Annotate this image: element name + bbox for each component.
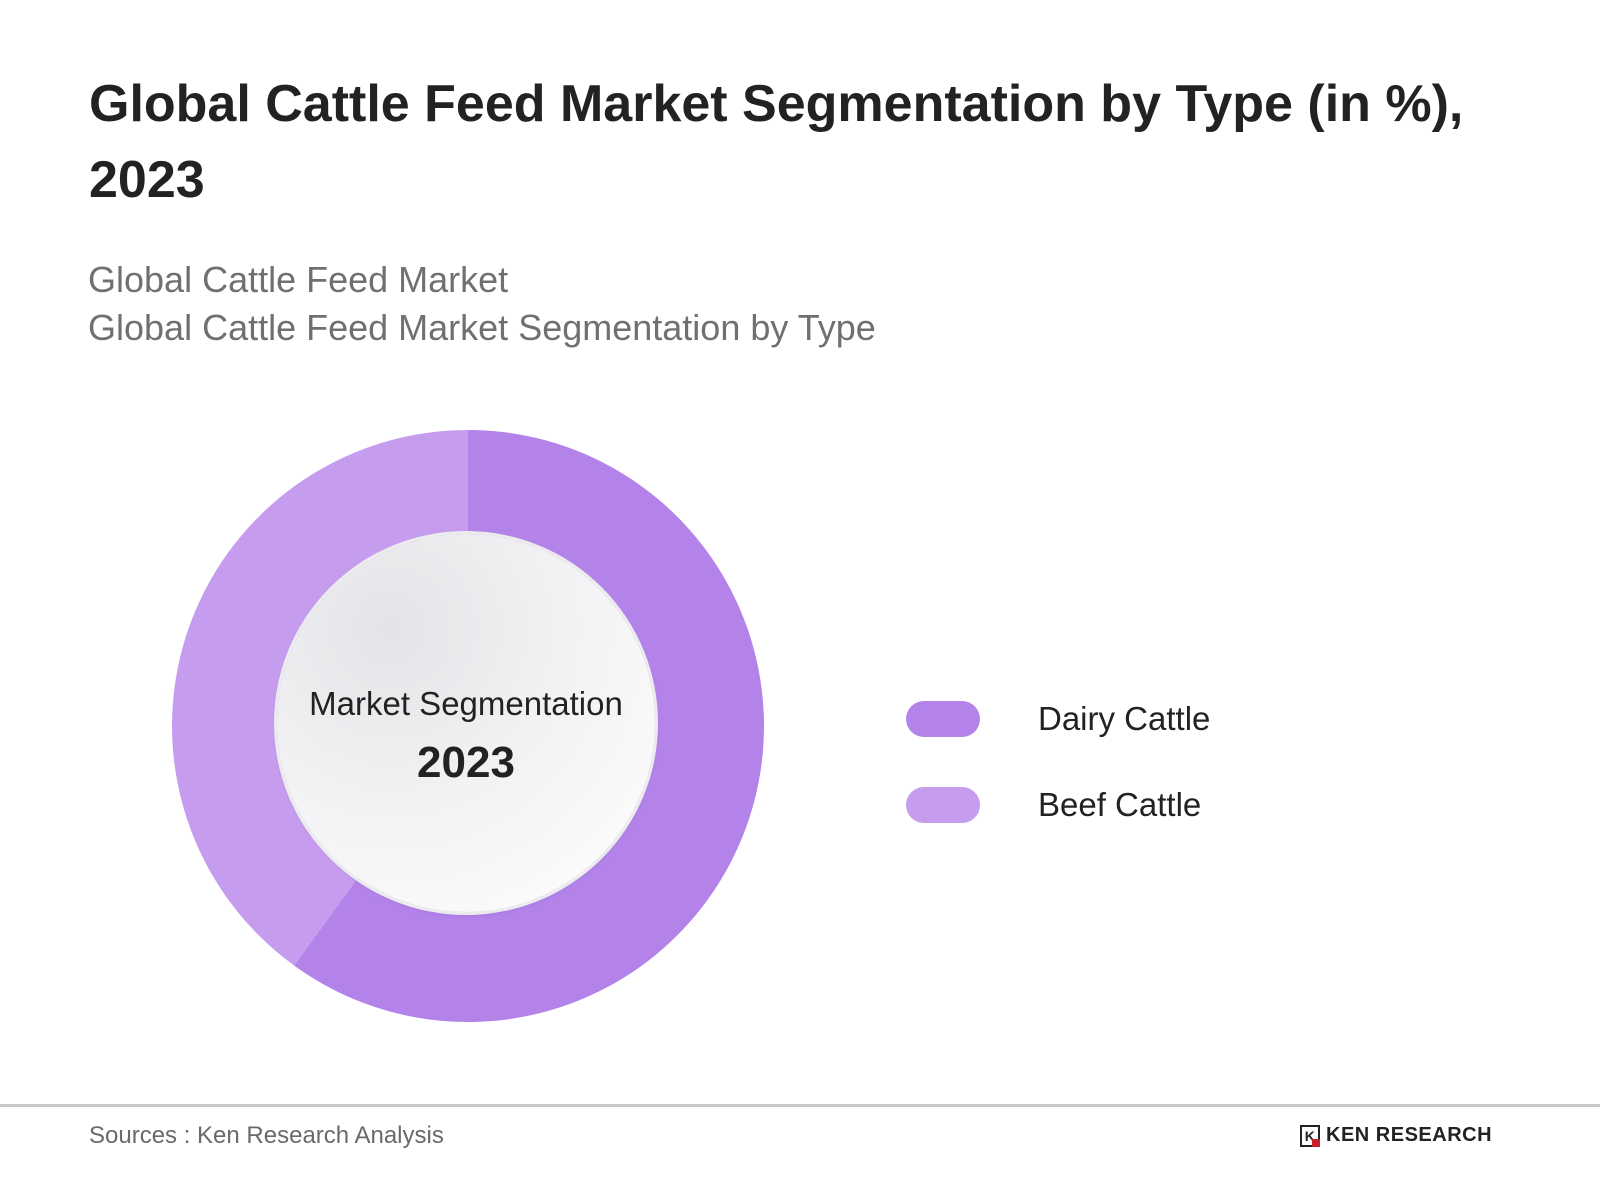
chart-title: Global Cattle Feed Market Segmentation b…: [89, 75, 1464, 209]
source-note: Sources : Ken Research Analysis: [89, 1122, 444, 1149]
legend-swatch: [906, 701, 980, 737]
legend-swatch: [906, 787, 980, 823]
legend-label: Dairy Cattle: [1038, 700, 1211, 737]
legend-item-dairy-cattle: Dairy Cattle: [906, 676, 1210, 762]
donut-center: [277, 534, 655, 912]
center-year: 2023: [417, 738, 515, 787]
legend-item-beef-cattle: Beef Cattle: [906, 762, 1210, 848]
legend-label: Beef Cattle: [1038, 786, 1202, 823]
legend: Dairy Cattle Beef Cattle: [906, 676, 1210, 848]
logo-k-icon: K: [1300, 1124, 1320, 1147]
ken-research-logo: K KEN RESEARCH: [1300, 1124, 1492, 1147]
logo-text: KEN RESEARCH: [1326, 1124, 1493, 1146]
chart-subtitle-1: Global Cattle Feed Market: [88, 259, 509, 300]
footer-divider: [0, 1104, 1600, 1107]
center-label: Market Segmentation: [309, 685, 623, 722]
chart-subtitle-2: Global Cattle Feed Market Segmentation b…: [88, 307, 876, 348]
